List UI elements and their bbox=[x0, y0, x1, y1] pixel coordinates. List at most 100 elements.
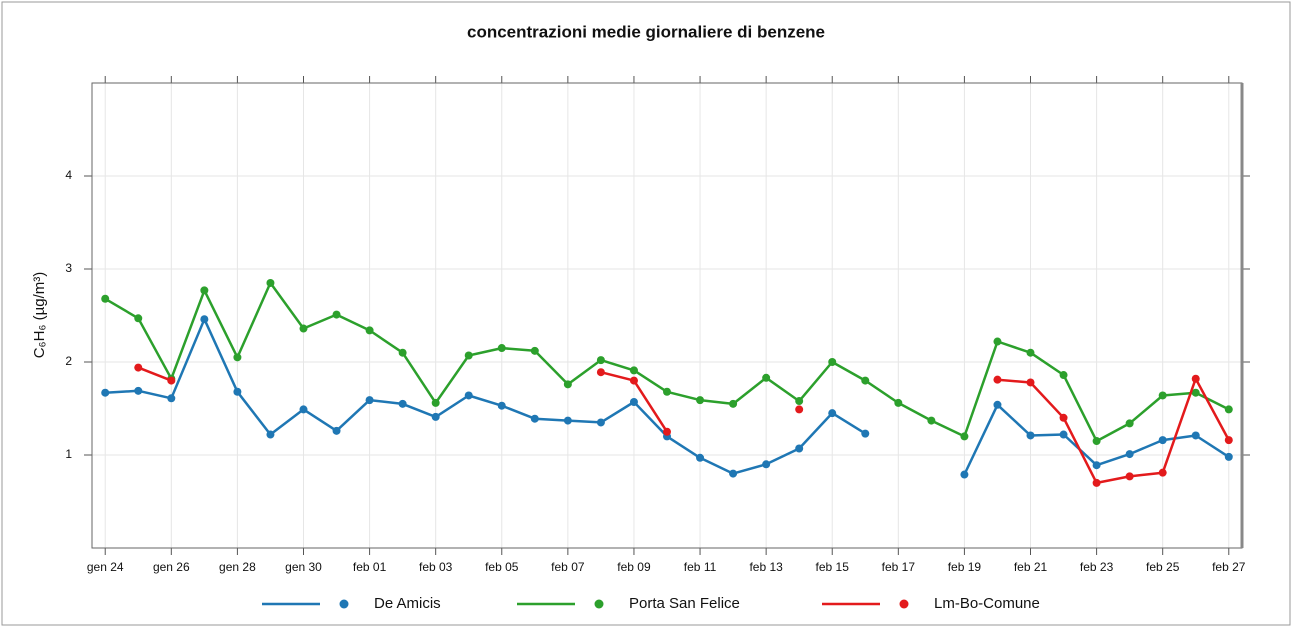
point bbox=[762, 460, 771, 469]
point bbox=[530, 346, 539, 355]
point bbox=[1125, 419, 1134, 428]
point bbox=[464, 391, 473, 400]
point bbox=[1059, 371, 1068, 380]
point bbox=[563, 380, 572, 389]
legend-label: De Amicis bbox=[374, 595, 441, 612]
x-tick-label: feb 27 bbox=[1212, 560, 1246, 574]
legend-dot bbox=[339, 599, 349, 609]
point bbox=[1224, 405, 1233, 414]
point bbox=[1026, 378, 1035, 387]
y-tick-label: 3 bbox=[65, 261, 72, 275]
point bbox=[861, 429, 870, 438]
point bbox=[563, 416, 572, 425]
point bbox=[299, 324, 308, 333]
point bbox=[200, 286, 209, 295]
point bbox=[365, 396, 374, 405]
point bbox=[596, 356, 605, 365]
point bbox=[332, 426, 341, 435]
point bbox=[101, 388, 110, 397]
point bbox=[398, 348, 407, 357]
point bbox=[993, 337, 1002, 346]
x-tick-label: gen 30 bbox=[285, 560, 322, 574]
point bbox=[1224, 436, 1233, 445]
point bbox=[993, 375, 1002, 384]
x-tick-label: feb 03 bbox=[419, 560, 453, 574]
point bbox=[729, 469, 738, 478]
point bbox=[1059, 413, 1068, 422]
point bbox=[1191, 388, 1200, 397]
point bbox=[861, 376, 870, 385]
point bbox=[464, 351, 473, 360]
x-tick-label: feb 07 bbox=[551, 560, 585, 574]
point bbox=[795, 405, 804, 414]
point bbox=[927, 416, 936, 425]
point bbox=[1191, 374, 1200, 383]
chart-title: concentrazioni medie giornaliere di benz… bbox=[467, 22, 825, 41]
point bbox=[696, 453, 705, 462]
point bbox=[200, 315, 209, 324]
point bbox=[795, 397, 804, 406]
point bbox=[299, 405, 308, 414]
y-axis-label: C₆H₆ (µg/m³) bbox=[31, 272, 48, 359]
point bbox=[828, 409, 837, 418]
point bbox=[497, 344, 506, 353]
point bbox=[663, 387, 671, 396]
point bbox=[266, 430, 275, 439]
legend-dot bbox=[594, 599, 604, 609]
point bbox=[596, 368, 605, 377]
legend-dot bbox=[899, 599, 909, 609]
x-tick-label: gen 28 bbox=[219, 560, 256, 574]
x-tick-label: feb 05 bbox=[485, 560, 519, 574]
y-tick-label: 4 bbox=[65, 168, 72, 182]
point bbox=[1059, 430, 1068, 439]
point bbox=[431, 412, 440, 421]
point bbox=[1092, 437, 1101, 446]
point bbox=[894, 398, 903, 407]
x-tick-label: feb 17 bbox=[882, 560, 916, 574]
y-tick-label: 2 bbox=[65, 354, 72, 368]
point bbox=[1092, 461, 1101, 470]
point bbox=[134, 363, 143, 372]
legend-label: Lm-Bo-Comune bbox=[934, 595, 1040, 612]
legend-label: Porta San Felice bbox=[629, 595, 740, 612]
point bbox=[134, 386, 143, 395]
point bbox=[167, 394, 176, 403]
point bbox=[729, 399, 738, 408]
point bbox=[431, 398, 440, 407]
point bbox=[1026, 348, 1035, 357]
point bbox=[365, 326, 374, 335]
point bbox=[1026, 431, 1035, 440]
point bbox=[233, 387, 242, 396]
point bbox=[134, 314, 143, 323]
point bbox=[663, 427, 671, 436]
x-tick-label: feb 13 bbox=[749, 560, 783, 574]
point bbox=[795, 444, 804, 453]
x-tick-label: feb 19 bbox=[948, 560, 982, 574]
point bbox=[266, 278, 275, 287]
point bbox=[696, 396, 705, 405]
point bbox=[629, 366, 638, 375]
point bbox=[762, 373, 771, 382]
x-tick-label: gen 24 bbox=[87, 560, 124, 574]
point bbox=[993, 400, 1002, 409]
point bbox=[332, 310, 341, 319]
x-tick-label: feb 21 bbox=[1014, 560, 1048, 574]
x-tick-label: feb 11 bbox=[684, 560, 717, 574]
point bbox=[398, 399, 407, 408]
point bbox=[1125, 450, 1134, 459]
point bbox=[629, 397, 638, 406]
point bbox=[960, 432, 969, 441]
point bbox=[167, 376, 176, 385]
point bbox=[960, 470, 969, 479]
point bbox=[1191, 431, 1200, 440]
point bbox=[1224, 452, 1233, 461]
point bbox=[1092, 478, 1101, 487]
point bbox=[1158, 468, 1167, 477]
x-tick-label: feb 23 bbox=[1080, 560, 1114, 574]
point bbox=[233, 353, 242, 362]
point bbox=[1158, 436, 1167, 445]
point bbox=[101, 294, 110, 303]
x-tick-label: feb 25 bbox=[1146, 560, 1180, 574]
x-tick-label: feb 15 bbox=[816, 560, 850, 574]
